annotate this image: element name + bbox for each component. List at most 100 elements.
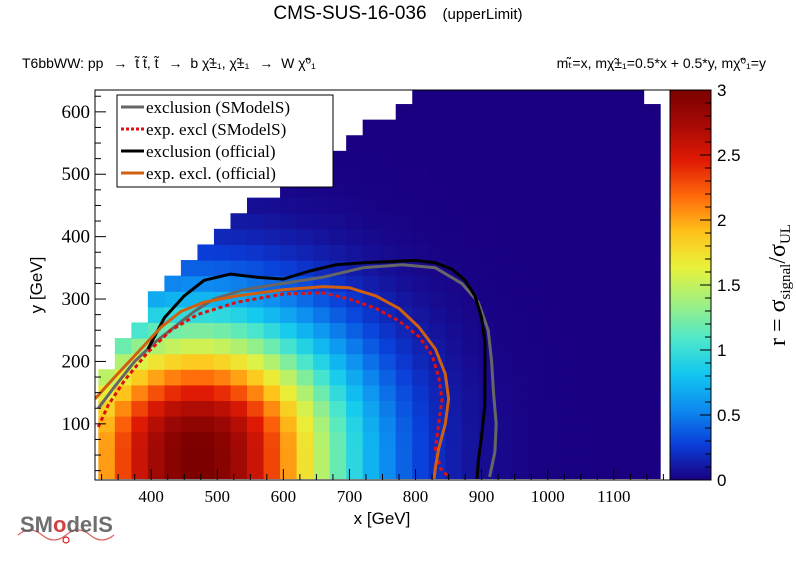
heatmap-cell (346, 213, 364, 230)
heatmap-cell (478, 104, 496, 121)
heatmap-cell (494, 228, 512, 246)
heatmap-cell (643, 384, 661, 402)
heatmap-cell (527, 104, 546, 121)
heatmap-cell (362, 166, 380, 183)
heatmap-cell (329, 275, 347, 292)
heatmap-cell (379, 275, 397, 292)
heatmap-cell (478, 135, 496, 152)
heatmap-cell (610, 213, 628, 230)
heatmap-cell (230, 431, 248, 448)
heatmap-cell (461, 119, 479, 136)
heatmap-cell (247, 400, 265, 417)
heatmap-cell (560, 447, 579, 464)
heatmap-cell (147, 353, 165, 370)
heatmap-cell (263, 322, 281, 339)
heatmap-cell (577, 275, 595, 292)
heatmap-cell (544, 150, 562, 168)
heatmap-cell (296, 462, 314, 480)
heatmap-cell (445, 260, 463, 277)
heatmap-cell (494, 400, 512, 417)
heatmap-cell (544, 119, 562, 136)
heatmap-cell (478, 213, 496, 230)
heatmap-cell (296, 306, 314, 324)
heatmap-cell (445, 228, 463, 246)
heatmap-cell (114, 416, 132, 433)
heatmap-cell (610, 119, 628, 136)
heatmap-cell (247, 338, 265, 355)
heatmap-cell (147, 462, 165, 480)
colorbar-axis: 0 0.5 1 1.5 2 2.5 3 (700, 81, 741, 490)
heatmap-cell (395, 353, 413, 370)
heatmap-cell (379, 447, 397, 464)
heatmap-cell (362, 353, 380, 370)
heatmap-cell (131, 447, 149, 464)
heatmap-cell (213, 369, 232, 386)
chart-title: CMS-SUS-16-036 (upperLimit) (273, 3, 522, 24)
heatmap-cell (610, 462, 628, 480)
heatmap-cell (627, 353, 645, 370)
heatmap-cell (544, 416, 562, 433)
heatmap-cell (478, 150, 496, 168)
heatmap-cell (362, 119, 380, 136)
colorbar-tick-label: 0.5 (717, 406, 741, 425)
heatmap-cell (610, 322, 628, 339)
x-tick-label: 1000 (531, 487, 565, 506)
heatmap-cell (379, 306, 397, 324)
heatmap-cell (627, 447, 645, 464)
heatmap-cell (560, 197, 579, 214)
heatmap-cell (346, 338, 364, 355)
heatmap-cell (511, 150, 529, 168)
heatmap-cell (494, 338, 512, 355)
heatmap-cell (560, 90, 579, 105)
heatmap-cell (230, 416, 248, 433)
heatmap-cell (263, 197, 281, 214)
heatmap-cell (395, 213, 413, 230)
heatmap-cell (544, 431, 562, 448)
heatmap-cell (329, 462, 347, 480)
heatmap-cell (230, 306, 248, 324)
heatmap-cell (445, 150, 463, 168)
heatmap-cell (412, 338, 430, 355)
x-tick-label: 400 (138, 487, 164, 506)
heatmap-cell (412, 197, 430, 214)
heatmap-cell (428, 119, 446, 136)
heatmap-cell (346, 400, 364, 417)
heatmap-cell (527, 119, 546, 136)
heatmap-cell (428, 166, 446, 183)
heatmap-cell (511, 322, 529, 339)
heatmap-cell (593, 338, 612, 355)
heatmap-cell (511, 306, 529, 324)
heatmap-cell (494, 90, 512, 105)
heatmap-cell (379, 322, 397, 339)
logo-dot-icon (62, 536, 70, 544)
colorbar-tick-label: 1 (717, 341, 726, 360)
heatmap-cell (247, 213, 265, 230)
heatmap-cell (478, 447, 496, 464)
heatmap-cell (593, 275, 612, 292)
heatmap-cell (527, 369, 546, 386)
heatmap-cell (412, 431, 430, 448)
y-tick-label: 500 (62, 164, 91, 185)
heatmap-cell (577, 228, 595, 246)
heatmap-cell (395, 197, 413, 214)
process-label: T6bbWW: pp → t̃ t̃, t̃ → b χ̃±₁, χ̃±₁ → … (22, 55, 316, 71)
heatmap-cell (461, 431, 479, 448)
heatmap-cell (593, 291, 612, 308)
legend-label: exp. excl. (official) (146, 164, 276, 183)
heatmap-cell (511, 291, 529, 308)
heatmap-cell (412, 260, 430, 277)
heatmap-cell (197, 353, 215, 370)
heatmap-cell (428, 416, 446, 433)
heatmap-cell (230, 322, 248, 339)
heatmap-cell (114, 431, 132, 448)
heatmap-cell (478, 338, 496, 355)
heatmap-cell (560, 431, 579, 448)
heatmap-cell (527, 306, 546, 324)
heatmap-cell (593, 244, 612, 261)
heatmap-cell (560, 135, 579, 152)
heatmap-cell (280, 322, 298, 339)
heatmap-cell (147, 369, 165, 386)
heatmap-cell (593, 400, 612, 417)
heatmap-cell (494, 353, 512, 370)
heatmap-cell (180, 275, 199, 292)
